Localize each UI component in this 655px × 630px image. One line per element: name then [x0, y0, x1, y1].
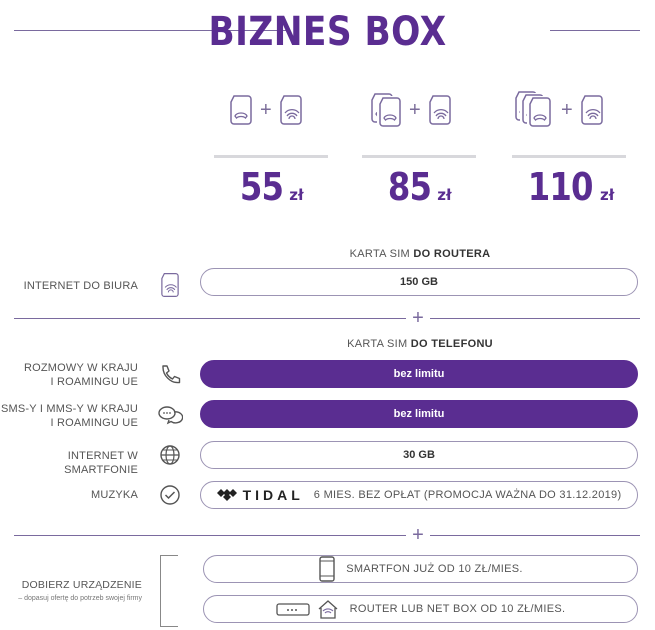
device-bracket	[160, 555, 178, 627]
phone-section-heading: KARTA SIM DO TELEFONU	[347, 338, 493, 350]
router-sim-icon	[278, 94, 304, 126]
section-divider	[14, 535, 406, 536]
router-device-icon	[275, 603, 310, 616]
plus-sign: +	[412, 307, 424, 329]
plan-1-icons: +	[228, 88, 304, 132]
plan-price-110: 110 zł	[527, 165, 615, 209]
globe-icon	[160, 445, 180, 465]
mobile-internet-value: 30 GB	[200, 441, 638, 469]
calls-value: bez limitu	[200, 360, 638, 388]
mobile-internet-label: INTERNET W SMARTFONIE	[64, 450, 138, 476]
router-sim-icon	[427, 94, 453, 126]
calls-label: ROZMOWY W KRAJU I ROAMINGU UE	[23, 362, 138, 388]
music-value: TIDAL 6 MIES. BEZ OPŁAT (PROMOCJA WAŻNA …	[200, 481, 638, 509]
phone-sim-icon	[228, 94, 254, 126]
plus-sign: +	[260, 98, 272, 121]
plus-sign: +	[561, 98, 573, 121]
plan-price-55: 55 zł	[240, 165, 304, 209]
tidal-diamonds-icon	[216, 489, 237, 501]
check-circle-icon	[160, 485, 180, 505]
price-divider	[512, 155, 626, 158]
plus-sign: +	[412, 524, 424, 546]
section-divider	[14, 318, 406, 319]
plan-price-85: 85 zł	[388, 165, 452, 209]
router-section-heading: KARTA SIM DO ROUTERA	[349, 248, 491, 260]
sms-value: bez limitu	[200, 400, 638, 428]
tidal-logo: TIDAL	[216, 487, 304, 503]
music-label: MUZYKA	[90, 489, 138, 501]
section-divider	[430, 318, 640, 319]
phone-sim-stack-icon	[369, 94, 403, 128]
sms-label: SMS-Y I MMS-Y W KRAJU I ROAMINGU UE	[0, 403, 138, 429]
title-line-right	[550, 30, 640, 31]
price-divider	[362, 155, 476, 158]
plus-sign: +	[409, 98, 421, 121]
page-title: BIZNES BOX	[208, 9, 447, 55]
price-divider	[214, 155, 328, 158]
phone-icon	[162, 365, 181, 384]
choose-device-label: DOBIERZ URZĄDZENIE – dopasuj ofertę do p…	[18, 579, 142, 602]
plan-3-icons: +	[513, 88, 605, 132]
router-sim-icon	[157, 272, 183, 298]
chat-bubbles-icon	[158, 406, 183, 425]
phone-sim-stack-icon	[513, 94, 555, 128]
internet-office-value: 150 GB	[200, 268, 638, 296]
title-line-left	[14, 30, 290, 31]
plan-2-icons: +	[369, 88, 453, 132]
net-box-icon	[318, 600, 338, 619]
section-divider	[430, 535, 640, 536]
router-option[interactable]: ROUTER LUB NET BOX OD 10 ZŁ/MIES.	[203, 595, 638, 623]
router-sim-icon	[579, 94, 605, 126]
internet-office-label: INTERNET DO BIURA	[23, 280, 138, 292]
smartphone-icon	[319, 556, 335, 582]
smartphone-option[interactable]: SMARTFON JUŻ OD 10 ZŁ/MIES.	[203, 555, 638, 583]
